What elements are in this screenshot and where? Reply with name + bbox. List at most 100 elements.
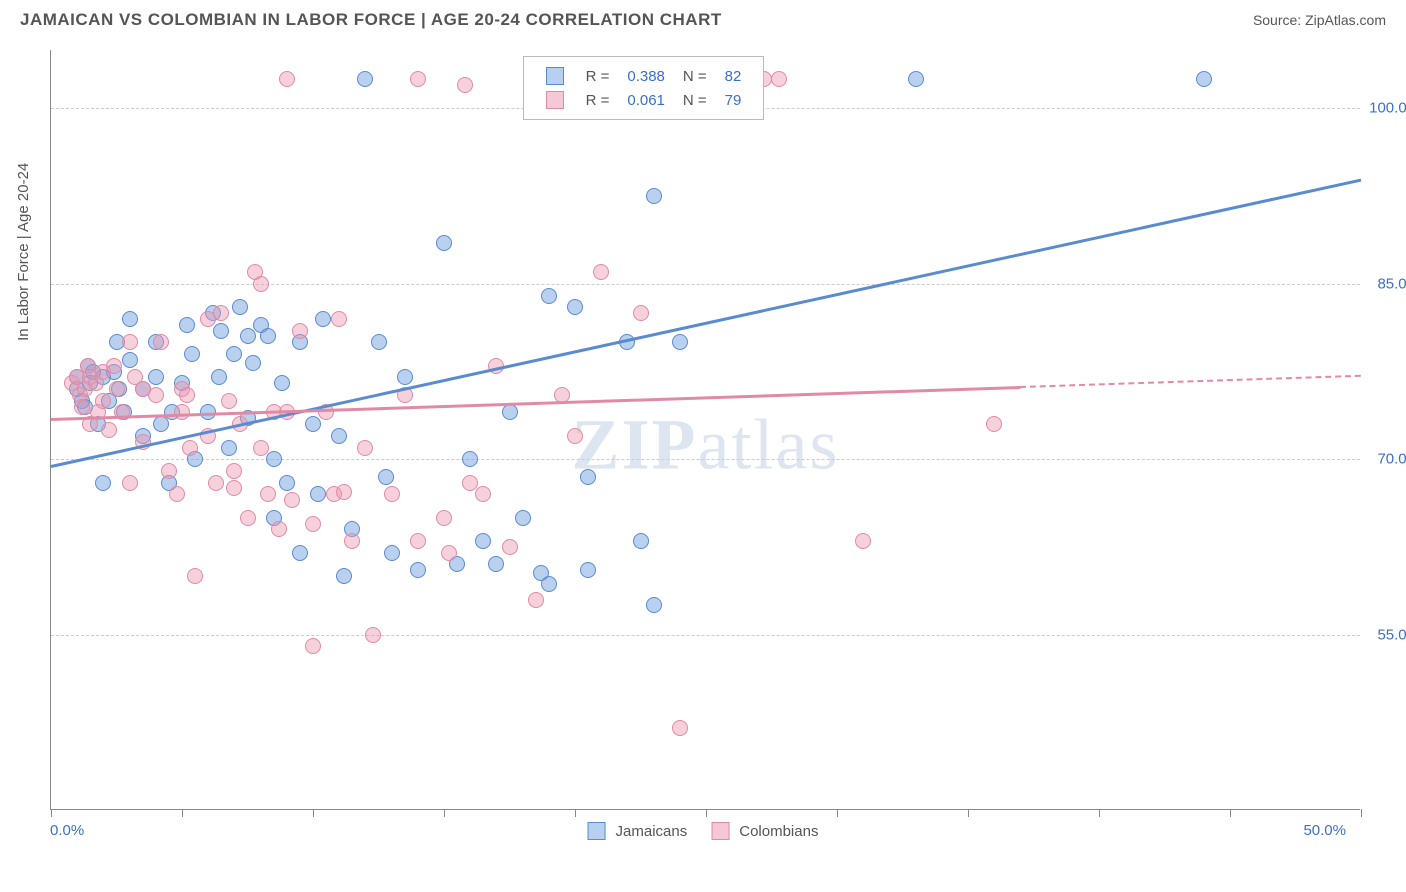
data-point <box>213 305 229 321</box>
gridline <box>51 284 1360 285</box>
data-point <box>260 328 276 344</box>
trend-line <box>51 179 1362 468</box>
data-point <box>184 346 200 362</box>
x-tick <box>444 809 445 817</box>
data-point <box>221 393 237 409</box>
data-point <box>633 533 649 549</box>
data-point <box>908 71 924 87</box>
x-tick <box>313 809 314 817</box>
data-point <box>271 521 287 537</box>
data-point <box>344 533 360 549</box>
legend-r-label: R = <box>578 65 618 87</box>
data-point <box>211 369 227 385</box>
data-point <box>357 440 373 456</box>
data-point <box>122 352 138 368</box>
legend-swatch <box>546 67 564 85</box>
data-point <box>305 516 321 532</box>
x-tick <box>1230 809 1231 817</box>
data-point <box>475 533 491 549</box>
data-point <box>633 305 649 321</box>
legend-label: Jamaicans <box>616 823 688 840</box>
data-point <box>161 463 177 479</box>
data-point <box>74 399 90 415</box>
data-point <box>397 369 413 385</box>
data-point <box>336 568 352 584</box>
data-point <box>240 510 256 526</box>
data-point <box>305 638 321 654</box>
data-point <box>109 381 125 397</box>
gridline <box>51 635 1360 636</box>
data-point <box>593 264 609 280</box>
data-point <box>122 334 138 350</box>
data-point <box>208 475 224 491</box>
y-tick-label: 100.0% <box>1369 100 1406 117</box>
data-point <box>260 486 276 502</box>
data-point <box>315 311 331 327</box>
data-point <box>475 486 491 502</box>
data-point <box>515 510 531 526</box>
scatter-chart: ZIPatlas 55.0%70.0%85.0%100.0%R =0.388N … <box>50 50 1360 810</box>
data-point <box>436 510 452 526</box>
data-point <box>331 311 347 327</box>
data-point <box>378 469 394 485</box>
data-point <box>672 334 688 350</box>
legend-n-label: N = <box>675 89 715 111</box>
data-point <box>169 486 185 502</box>
x-tick <box>968 809 969 817</box>
x-tick <box>182 809 183 817</box>
data-point <box>384 486 400 502</box>
data-point <box>179 387 195 403</box>
data-point <box>855 533 871 549</box>
data-point <box>253 440 269 456</box>
legend-swatch <box>588 822 606 840</box>
data-point <box>646 188 662 204</box>
data-point <box>279 71 295 87</box>
y-tick-label: 55.0% <box>1377 626 1406 643</box>
data-point <box>365 627 381 643</box>
data-point <box>122 311 138 327</box>
y-tick-label: 70.0% <box>1377 451 1406 468</box>
legend-swatch <box>711 822 729 840</box>
data-point <box>410 533 426 549</box>
x-tick <box>706 809 707 817</box>
data-point <box>292 545 308 561</box>
data-point <box>266 451 282 467</box>
data-point <box>462 475 478 491</box>
x-tick <box>1361 809 1362 817</box>
data-point <box>331 428 347 444</box>
data-point <box>305 416 321 432</box>
x-tick <box>51 809 52 817</box>
y-axis-title: In Labor Force | Age 20-24 <box>15 163 32 341</box>
data-point <box>95 475 111 491</box>
data-point <box>95 393 111 409</box>
data-point <box>502 404 518 420</box>
data-point <box>106 358 122 374</box>
data-point <box>580 562 596 578</box>
data-point <box>213 323 229 339</box>
data-point <box>240 328 256 344</box>
data-point <box>174 404 190 420</box>
trend-line <box>51 386 1020 421</box>
data-point <box>986 416 1002 432</box>
trend-line <box>1020 375 1361 388</box>
data-point <box>502 539 518 555</box>
legend-label: Colombians <box>739 823 818 840</box>
data-point <box>541 576 557 592</box>
legend-item: Jamaicans <box>588 822 688 840</box>
legend-n-value: 79 <box>717 89 750 111</box>
data-point <box>646 597 662 613</box>
watermark: ZIPatlas <box>572 403 840 486</box>
gridline <box>51 459 1360 460</box>
data-point <box>226 346 242 362</box>
legend-n-value: 82 <box>717 65 750 87</box>
data-point <box>232 299 248 315</box>
x-tick <box>575 809 576 817</box>
correlation-legend: R =0.388N =82R =0.061N =79 <box>523 56 765 120</box>
legend-r-label: R = <box>578 89 618 111</box>
legend-n-label: N = <box>675 65 715 87</box>
legend-r-value: 0.061 <box>619 89 673 111</box>
data-point <box>462 451 478 467</box>
bottom-legend: Jamaicans Colombians <box>588 822 819 840</box>
data-point <box>410 562 426 578</box>
data-point <box>310 486 326 502</box>
